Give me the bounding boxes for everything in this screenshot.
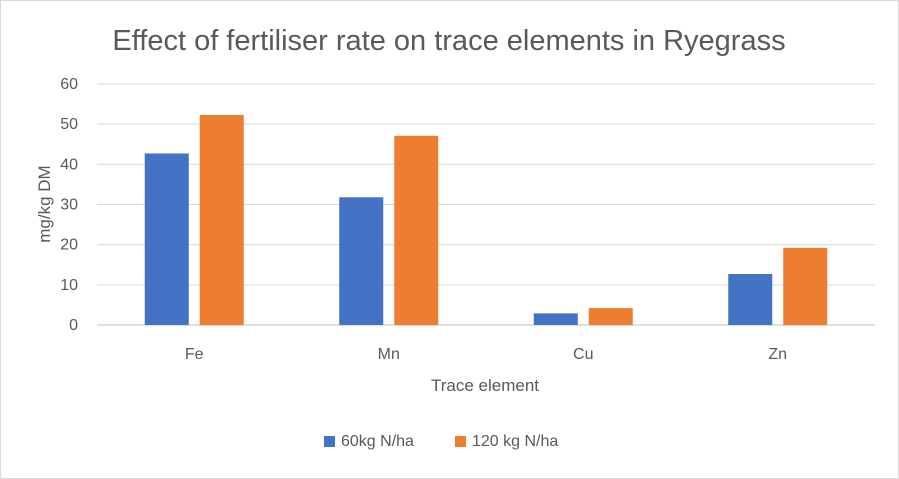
bar-cu-series-2: [588, 308, 633, 325]
y-axis-title: mg/kg DM: [35, 165, 54, 242]
legend: 60kg N/ha 120 kg N/ha: [324, 433, 558, 450]
y-tick-label: 0: [69, 317, 78, 334]
legend-swatch: [455, 436, 466, 447]
bar-fe-series-2: [199, 114, 244, 325]
x-tick-label: Fe: [185, 346, 204, 363]
legend-label: 120 kg N/ha: [472, 433, 558, 450]
x-tick-label: Mn: [378, 346, 400, 363]
y-tick-label: 50: [60, 116, 78, 133]
y-tick-label: 10: [60, 277, 78, 294]
bar-zn-series-1: [728, 273, 773, 325]
chart-title: Effect of fertiliser rate on trace eleme…: [112, 25, 785, 57]
x-tick-label: Cu: [573, 346, 593, 363]
y-tick-label: 30: [60, 197, 78, 214]
x-axis-title: Trace element: [431, 376, 539, 395]
bar-fe-series-1: [144, 153, 189, 325]
bars: [144, 114, 828, 325]
bar-mn-series-1: [339, 197, 384, 325]
legend-swatch: [324, 436, 335, 447]
y-tick-labels: 0 10 20 30 40 50 60: [60, 76, 78, 334]
y-tick-label: 40: [60, 156, 78, 173]
legend-label: 60kg N/ha: [341, 433, 414, 450]
y-tick-label: 60: [60, 76, 78, 93]
bar-cu-series-1: [533, 313, 578, 325]
bar-zn-series-2: [783, 247, 828, 325]
x-tick-label: Zn: [768, 346, 787, 363]
y-tick-label: 20: [60, 237, 78, 254]
x-tick-labels: Fe Mn Cu Zn: [185, 346, 787, 363]
bar-mn-series-2: [394, 135, 439, 325]
